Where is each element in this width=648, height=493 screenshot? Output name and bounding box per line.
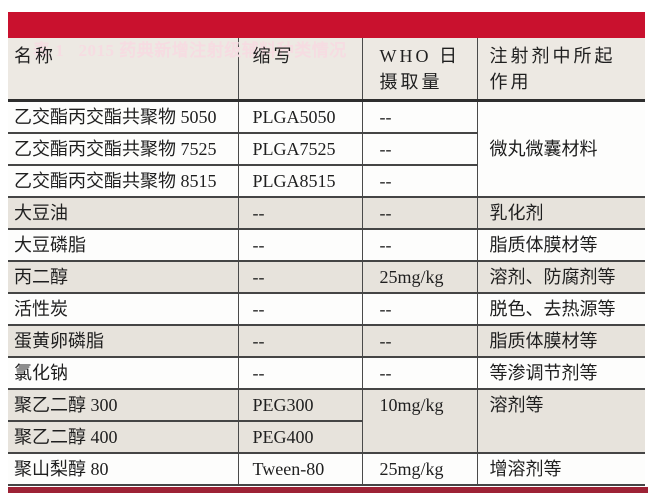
cell-role: 等渗调节剂等 bbox=[476, 357, 645, 390]
cell-who: -- bbox=[361, 197, 477, 230]
table-row: 乙交酯丙交酯共聚物 7525 PLGA7525 -- bbox=[8, 133, 645, 166]
cell-who: -- bbox=[361, 325, 477, 358]
cell-name: 乙交酯丙交酯共聚物 8515 bbox=[8, 165, 238, 198]
cell-who: 25mg/kg bbox=[361, 453, 477, 486]
cell-who: -- bbox=[361, 165, 477, 198]
cell-name: 聚乙二醇 400 bbox=[8, 421, 238, 454]
cell-abbr: PEG300 bbox=[237, 389, 362, 422]
cell-abbr: Tween-80 bbox=[237, 453, 362, 486]
cell-who: 25mg/kg bbox=[361, 261, 477, 294]
excipients-table: 名称 缩写 WHO 日 摄取量 注射剂中所起 作用 乙交酯丙交酯共 bbox=[8, 38, 645, 486]
cell-role: 脂质体膜材等 bbox=[476, 229, 645, 262]
cell-abbr: PLGA5050 bbox=[237, 100, 362, 134]
table-row: 活性炭 -- -- 脱色、去热源等 bbox=[8, 293, 645, 326]
cell-abbr: -- bbox=[237, 325, 362, 358]
table-row: 蛋黄卵磷脂 -- -- 脂质体膜材等 bbox=[8, 325, 645, 358]
cell-name: 聚山梨醇 80 bbox=[8, 453, 238, 486]
cell-abbr: PLGA8515 bbox=[237, 165, 362, 198]
cell-name: 氯化钠 bbox=[8, 357, 238, 390]
cell-name: 蛋黄卵磷脂 bbox=[8, 325, 238, 358]
bottom-rule bbox=[8, 487, 648, 493]
cell-abbr: -- bbox=[237, 229, 362, 262]
table-title: 表 1 2015 药典新增注射级辅料种类情况 bbox=[33, 41, 347, 60]
cell-role: 脂质体膜材等 bbox=[476, 325, 645, 358]
cell-abbr: -- bbox=[237, 197, 362, 230]
cell-who: -- bbox=[361, 133, 477, 166]
cell-name: 乙交酯丙交酯共聚物 7525 bbox=[8, 133, 238, 166]
cell-name: 乙交酯丙交酯共聚物 5050 bbox=[8, 100, 238, 134]
table-row: 大豆磷脂 -- -- 脂质体膜材等 bbox=[8, 229, 645, 262]
header-abbreviation: 缩写 bbox=[237, 38, 362, 102]
cell-abbr: -- bbox=[237, 293, 362, 326]
table-row: 聚乙二醇 400 PEG400 bbox=[8, 421, 645, 454]
table-row: 大豆油 -- -- 乳化剂 bbox=[8, 197, 645, 230]
cell-role: 脱色、去热源等 bbox=[476, 293, 645, 326]
cell-who: -- bbox=[361, 100, 477, 134]
cell-abbr: PLGA7525 bbox=[237, 133, 362, 166]
cell-role: 溶剂、防腐剂等 bbox=[476, 261, 645, 294]
cell-name: 活性炭 bbox=[8, 293, 238, 326]
table-row: 聚山梨醇 80 Tween-80 25mg/kg 增溶剂等 bbox=[8, 453, 645, 486]
table-header: 名称 缩写 WHO 日 摄取量 注射剂中所起 作用 bbox=[8, 38, 645, 102]
cell-who: -- bbox=[361, 229, 477, 262]
cell-name: 聚乙二醇 300 bbox=[8, 389, 238, 422]
cell-role-merged: 微丸微囊材料 bbox=[476, 100, 645, 198]
cell-name: 大豆油 bbox=[8, 197, 238, 230]
cell-who: -- bbox=[361, 357, 477, 390]
cell-who-merged: 10mg/kg bbox=[361, 389, 477, 454]
cell-abbr: PEG400 bbox=[237, 421, 362, 454]
cell-role: 增溶剂等 bbox=[476, 453, 645, 486]
cell-role: 乳化剂 bbox=[476, 197, 645, 230]
header-role-in-injection: 注射剂中所起 作用 bbox=[476, 38, 645, 102]
cell-name: 丙二醇 bbox=[8, 261, 238, 294]
table-row: 氯化钠 -- -- 等渗调节剂等 bbox=[8, 357, 645, 390]
header-who-daily-intake: WHO 日 摄取量 bbox=[361, 38, 477, 102]
header-name: 名称 bbox=[8, 38, 238, 102]
table-title-bar: 表 1 2015 药典新增注射级辅料种类情况 bbox=[8, 12, 645, 60]
cell-who: -- bbox=[361, 293, 477, 326]
cell-abbr: -- bbox=[237, 357, 362, 390]
table-row: 乙交酯丙交酯共聚物 8515 PLGA8515 -- bbox=[8, 165, 645, 198]
cell-abbr: -- bbox=[237, 261, 362, 294]
cell-name: 大豆磷脂 bbox=[8, 229, 238, 262]
table-row: 乙交酯丙交酯共聚物 5050 PLGA5050 -- 微丸微囊材料 bbox=[8, 100, 645, 198]
table-row: 聚乙二醇 300 PEG300 10mg/kg 溶剂等 bbox=[8, 389, 645, 454]
cell-role-merged: 溶剂等 bbox=[476, 389, 645, 454]
table-row: 丙二醇 -- 25mg/kg 溶剂、防腐剂等 bbox=[8, 261, 645, 294]
